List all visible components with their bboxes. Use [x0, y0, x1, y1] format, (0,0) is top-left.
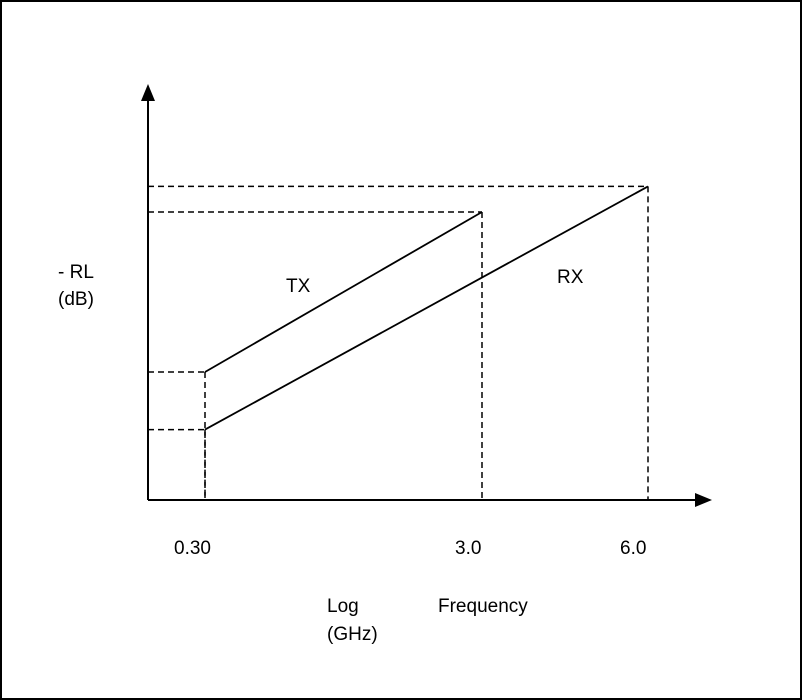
series-label-rx: RX [557, 267, 584, 288]
series-lines [204, 185, 649, 431]
x-tick-label-2: 6.0 [620, 538, 646, 559]
x-label-log: Log [327, 596, 359, 617]
series-label-tx: TX [286, 276, 311, 297]
x-label-ghz: (GHz) [327, 624, 378, 645]
axes [141, 84, 712, 507]
y-label-line-2: (dB) [58, 289, 94, 310]
x-label-frequency: Frequency [438, 596, 528, 617]
series-line-tx [204, 211, 483, 373]
x-tick-label-1: 3.0 [455, 538, 481, 559]
x-tick-label-0: 0.30 [174, 538, 211, 559]
series-line-rx [204, 185, 649, 431]
y-label-line-1: - RL [58, 262, 94, 283]
reference-lines [148, 185, 649, 500]
y-axis-arrow [141, 84, 155, 101]
x-axis-arrow [695, 493, 712, 507]
